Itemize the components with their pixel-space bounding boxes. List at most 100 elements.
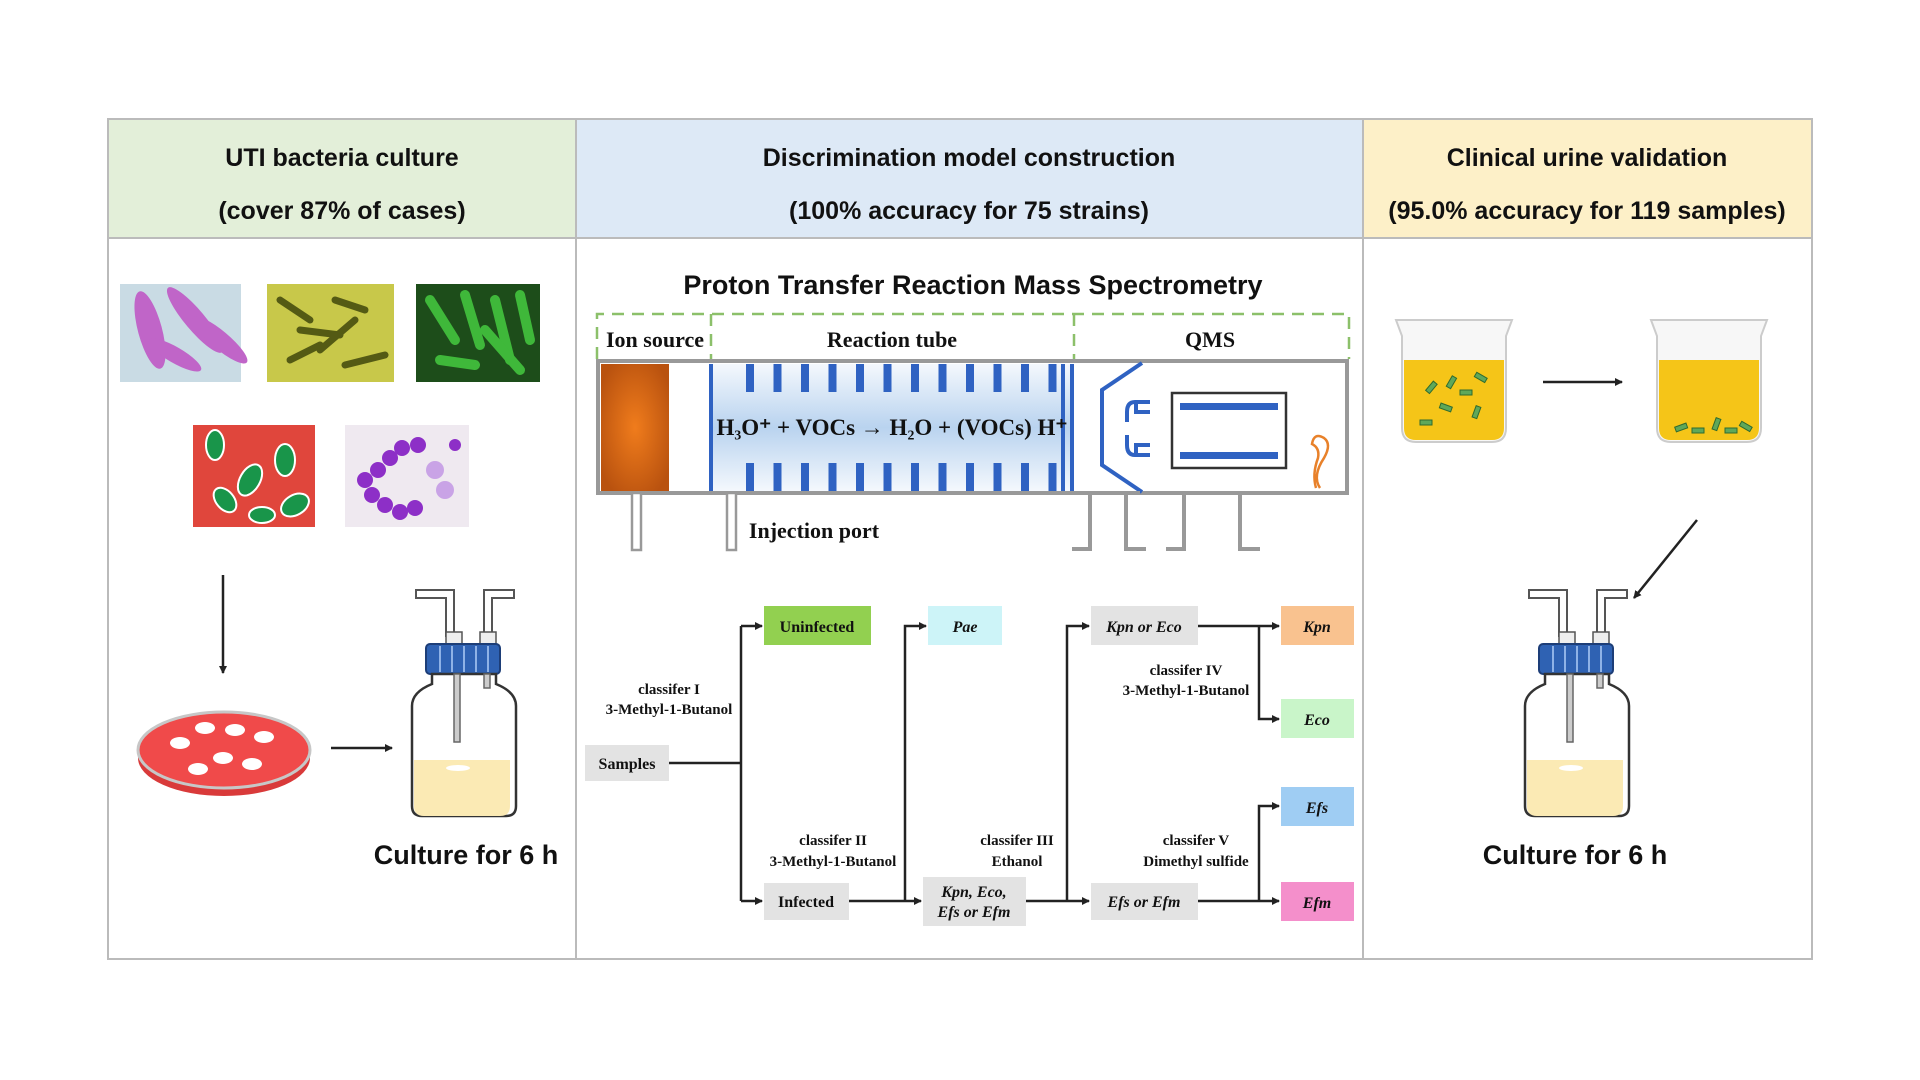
node-kpn-eco-efs-efm-label-1: Kpn, Eco, bbox=[940, 884, 1006, 901]
panel-subtitle-model: (100% accuracy for 75 strains) bbox=[789, 197, 1149, 225]
header-bg-culture bbox=[108, 119, 576, 238]
node-efs-label: Efs bbox=[1305, 800, 1328, 817]
right-culture-label: Culture for 6 h bbox=[1483, 840, 1668, 870]
electrode-bar bbox=[883, 364, 892, 392]
panel-subtitle-culture: (cover 87% of cases) bbox=[218, 197, 465, 225]
classifier-2-compound: 3-Methyl-1-Butanol bbox=[770, 854, 897, 870]
bacteria-image-green-cocci-on-red bbox=[193, 425, 315, 527]
classifier-2-name: classifer II bbox=[799, 833, 867, 849]
culture-bottle-icon bbox=[1523, 588, 1631, 818]
classifier-labels: classifer I 3-Methyl-1-Butanol classifer… bbox=[606, 663, 1250, 870]
node-efs: Efs bbox=[1281, 787, 1354, 826]
electrode-bar bbox=[801, 463, 809, 491]
classifier-1-name: classifer I bbox=[638, 682, 700, 698]
electrode-bar bbox=[773, 463, 782, 491]
node-kpn: Kpn bbox=[1281, 606, 1354, 645]
classifier-5-compound: Dimethyl sulfide bbox=[1143, 854, 1249, 870]
bacteria-image-pink-rods bbox=[120, 284, 248, 382]
panel-frame bbox=[107, 118, 1813, 960]
node-pae-label: Pae bbox=[952, 619, 978, 636]
electrode-bar bbox=[828, 364, 837, 392]
ion-source-block bbox=[601, 364, 669, 491]
electrode-bar bbox=[1048, 364, 1057, 392]
node-kpn-or-eco: Kpn or Eco bbox=[1091, 606, 1198, 645]
panel-title-validation: Clinical urine validation bbox=[1447, 144, 1728, 172]
quadrupole-rod-bottom bbox=[1180, 452, 1278, 459]
electrode-bar bbox=[828, 463, 837, 491]
classifier-5-name: classifer V bbox=[1163, 833, 1230, 849]
reaction-tube bbox=[711, 364, 1074, 491]
urine-beaker-sedimented bbox=[1649, 319, 1769, 443]
reaction-equation: H₃O⁺ + VOCs → H₂O + (VOCs) H⁺ bbox=[716, 415, 1067, 440]
reaction-tube-label: Reaction tube bbox=[827, 327, 957, 352]
classifier-4-name: classifer IV bbox=[1150, 663, 1223, 679]
electrode-bar bbox=[993, 463, 1002, 491]
left-culture-label: Culture for 6 h bbox=[374, 840, 559, 870]
electrode-bar bbox=[746, 463, 754, 491]
header-bg-model bbox=[576, 119, 1363, 238]
electrode-bar bbox=[856, 364, 864, 392]
bacteria-image-green-rods bbox=[416, 284, 540, 382]
electrode-bar bbox=[746, 364, 754, 392]
electrode-bar bbox=[1021, 463, 1029, 491]
node-kpn-label: Kpn bbox=[1302, 619, 1331, 636]
classifier-3-compound: Ethanol bbox=[992, 854, 1043, 870]
detector-icon bbox=[1310, 434, 1330, 489]
bacteria-images bbox=[120, 284, 540, 527]
node-pae: Pae bbox=[928, 606, 1002, 645]
panel-subtitle-validation: (95.0% accuracy for 119 samples) bbox=[1388, 197, 1785, 225]
vacuum-pump-ports bbox=[1072, 491, 1260, 551]
node-kpn-eco-efs-efm: Kpn, Eco, Efs or Efm bbox=[923, 877, 1026, 926]
culture-bottle-icon bbox=[410, 588, 518, 818]
electrode-bar bbox=[938, 463, 947, 491]
node-infected-label: Infected bbox=[778, 894, 834, 911]
node-eco-label: Eco bbox=[1303, 712, 1330, 729]
electrode-bar bbox=[1048, 463, 1057, 491]
qms-label: QMS bbox=[1185, 327, 1235, 352]
classifier-3-name: classifer III bbox=[980, 833, 1054, 849]
electrode-bar bbox=[938, 364, 947, 392]
node-uninfected-label: Uninfected bbox=[780, 619, 855, 636]
node-efs-or-efm: Efs or Efm bbox=[1091, 883, 1198, 920]
node-kpn-or-eco-label: Kpn or Eco bbox=[1105, 619, 1182, 636]
node-efm: Efm bbox=[1281, 882, 1354, 921]
classifier-4-compound: 3-Methyl-1-Butanol bbox=[1123, 683, 1250, 699]
classifier-flowchart: Samples Uninfected Infected Pae Kpn, Eco… bbox=[585, 606, 1354, 926]
header-bg-validation bbox=[1363, 119, 1812, 238]
arrow-beaker-to-bottle bbox=[1633, 519, 1698, 599]
electrode-bar bbox=[883, 463, 892, 491]
electrode-bar bbox=[993, 364, 1002, 392]
injection-tubes bbox=[630, 491, 738, 552]
node-efm-label: Efm bbox=[1302, 895, 1331, 912]
node-samples: Samples bbox=[585, 745, 669, 781]
urine-beaker-with-bacteria bbox=[1394, 319, 1514, 443]
bacteria-image-purple-cocci bbox=[345, 425, 469, 527]
node-infected: Infected bbox=[764, 883, 849, 920]
injection-port-label: Injection port bbox=[749, 518, 880, 543]
electrode-bar bbox=[856, 463, 864, 491]
ptr-title: Proton Transfer Reaction Mass Spectromet… bbox=[683, 270, 1262, 300]
electrode-bar bbox=[966, 364, 974, 392]
classifier-1-compound: 3-Methyl-1-Butanol bbox=[606, 702, 733, 718]
node-eco: Eco bbox=[1281, 699, 1354, 738]
panel-headers: UTI bacteria culture (cover 87% of cases… bbox=[108, 119, 1812, 238]
quadrupole-rod-top bbox=[1180, 403, 1278, 410]
ptr-instrument-diagram: H₃O⁺ + VOCs → H₂O + (VOCs) H⁺ bbox=[596, 359, 1349, 552]
node-samples-label: Samples bbox=[599, 756, 656, 773]
electrode-bar bbox=[966, 463, 974, 491]
electrode-bar bbox=[911, 364, 919, 392]
ptr-section-frame bbox=[595, 312, 1351, 359]
drift-tube-electrodes bbox=[709, 364, 1074, 491]
electrode-bar bbox=[911, 463, 919, 491]
electrode-bar bbox=[1021, 364, 1029, 392]
ion-source-label: Ion source bbox=[606, 327, 704, 352]
bacteria-image-yellow-rods bbox=[267, 284, 394, 382]
panel-title-model: Discrimination model construction bbox=[763, 144, 1176, 172]
electrode-bar bbox=[773, 364, 782, 392]
panel-title-culture: UTI bacteria culture bbox=[225, 144, 458, 172]
flow-connectors bbox=[669, 622, 1280, 905]
node-efs-or-efm-label: Efs or Efm bbox=[1107, 894, 1181, 911]
electrode-bar bbox=[801, 364, 809, 392]
node-uninfected: Uninfected bbox=[764, 606, 871, 645]
